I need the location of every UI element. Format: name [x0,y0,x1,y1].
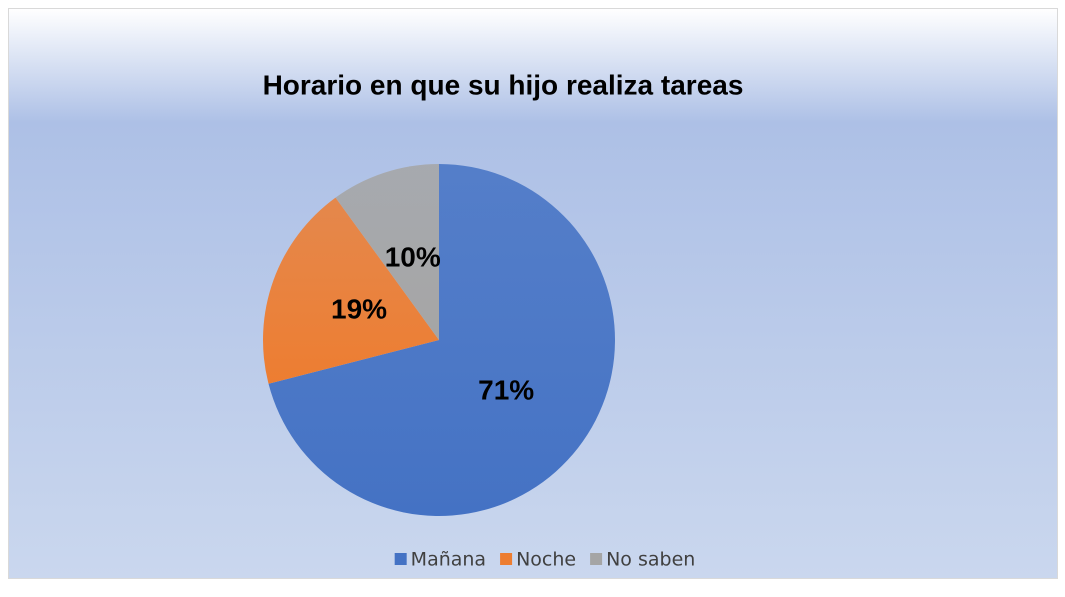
data-label: 19% [331,294,387,325]
data-label: 71% [478,374,534,405]
legend-label: No saben [606,549,695,571]
legend-swatch [500,553,513,565]
legend-label: Mañana [411,549,486,571]
legend-label: Noche [516,549,576,571]
legend-swatch [394,553,407,565]
chart-title: Horario en que su hijo realiza tareas [263,69,744,100]
legend-swatch [590,553,603,565]
pie-slice [335,164,439,340]
pie-slice [263,197,439,384]
pie-slice [268,164,615,516]
data-label: 10% [385,242,441,273]
